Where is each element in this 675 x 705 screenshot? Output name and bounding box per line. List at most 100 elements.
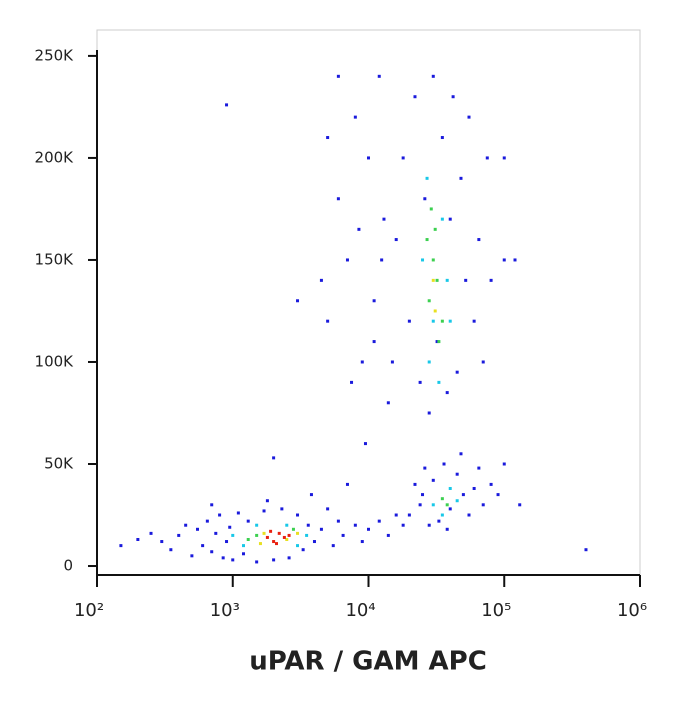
- point: [427, 360, 431, 364]
- point: [258, 542, 262, 546]
- x-axis-label: uPAR / GAM APC: [249, 647, 487, 677]
- point: [481, 503, 485, 507]
- point: [431, 258, 435, 262]
- point: [280, 507, 284, 511]
- point: [477, 238, 481, 242]
- point: [437, 519, 441, 523]
- point: [377, 74, 381, 78]
- point: [502, 462, 506, 466]
- point: [246, 519, 250, 523]
- point: [367, 527, 370, 531]
- point: [401, 156, 405, 160]
- point: [350, 380, 354, 384]
- point: [285, 523, 289, 527]
- point: [459, 176, 463, 180]
- point: [357, 227, 361, 231]
- point: [169, 548, 173, 552]
- point: [149, 531, 153, 535]
- point: [455, 370, 459, 374]
- point: [448, 217, 452, 221]
- point: [440, 319, 444, 323]
- point: [489, 482, 493, 486]
- x-tick-label: 10⁶: [617, 600, 647, 621]
- point: [394, 513, 398, 517]
- point: [418, 380, 422, 384]
- point: [306, 523, 310, 527]
- point: [241, 552, 245, 556]
- point: [225, 540, 229, 544]
- point: [353, 523, 357, 527]
- point: [431, 74, 435, 78]
- point: [228, 525, 232, 529]
- point: [287, 556, 291, 560]
- point: [265, 535, 269, 539]
- point: [407, 319, 411, 323]
- point: [423, 197, 427, 201]
- point: [437, 380, 441, 384]
- point: [326, 136, 330, 140]
- point: [448, 319, 452, 323]
- point: [269, 529, 273, 533]
- point: [467, 115, 471, 119]
- point: [472, 486, 476, 490]
- point: [455, 499, 459, 503]
- point: [440, 217, 444, 221]
- point: [255, 523, 259, 527]
- point: [296, 544, 300, 548]
- y-tick-label: 150K: [35, 250, 75, 268]
- point: [584, 548, 588, 552]
- point: [442, 462, 446, 466]
- point: [413, 95, 417, 99]
- y-tick-label: 100K: [35, 352, 75, 370]
- point: [433, 227, 437, 231]
- point: [231, 558, 235, 562]
- point: [401, 523, 405, 527]
- point: [367, 156, 370, 160]
- point: [236, 511, 240, 515]
- point: [326, 319, 330, 323]
- point: [372, 340, 376, 344]
- point: [225, 103, 229, 107]
- point: [272, 540, 276, 544]
- y-tick-label: 200K: [35, 148, 75, 166]
- point: [274, 542, 278, 546]
- point: [296, 531, 300, 535]
- point: [425, 238, 429, 242]
- point: [518, 503, 522, 507]
- point: [277, 531, 281, 535]
- point: [177, 533, 181, 537]
- point: [427, 523, 431, 527]
- point: [386, 533, 390, 537]
- point: [427, 299, 431, 303]
- y-tick-label: 0: [63, 557, 73, 575]
- point: [437, 340, 441, 344]
- point: [160, 540, 164, 544]
- point: [440, 136, 444, 140]
- point: [196, 527, 200, 531]
- plot-frame: [96, 29, 641, 576]
- point: [282, 535, 286, 539]
- point: [431, 319, 435, 323]
- point: [184, 523, 188, 527]
- point: [309, 493, 313, 497]
- point: [210, 550, 214, 554]
- point: [421, 258, 425, 262]
- point: [360, 360, 364, 364]
- point: [472, 319, 476, 323]
- point: [301, 548, 305, 552]
- point: [221, 556, 225, 560]
- x-tick-label: 10³: [210, 600, 240, 621]
- point: [440, 513, 444, 517]
- point: [319, 527, 323, 531]
- point: [461, 493, 465, 497]
- point: [119, 544, 123, 548]
- point: [445, 278, 449, 282]
- point: [423, 466, 427, 470]
- point: [136, 537, 140, 541]
- point: [246, 537, 250, 541]
- point: [380, 258, 384, 262]
- point: [255, 560, 259, 564]
- point: [345, 258, 349, 262]
- point: [272, 558, 276, 562]
